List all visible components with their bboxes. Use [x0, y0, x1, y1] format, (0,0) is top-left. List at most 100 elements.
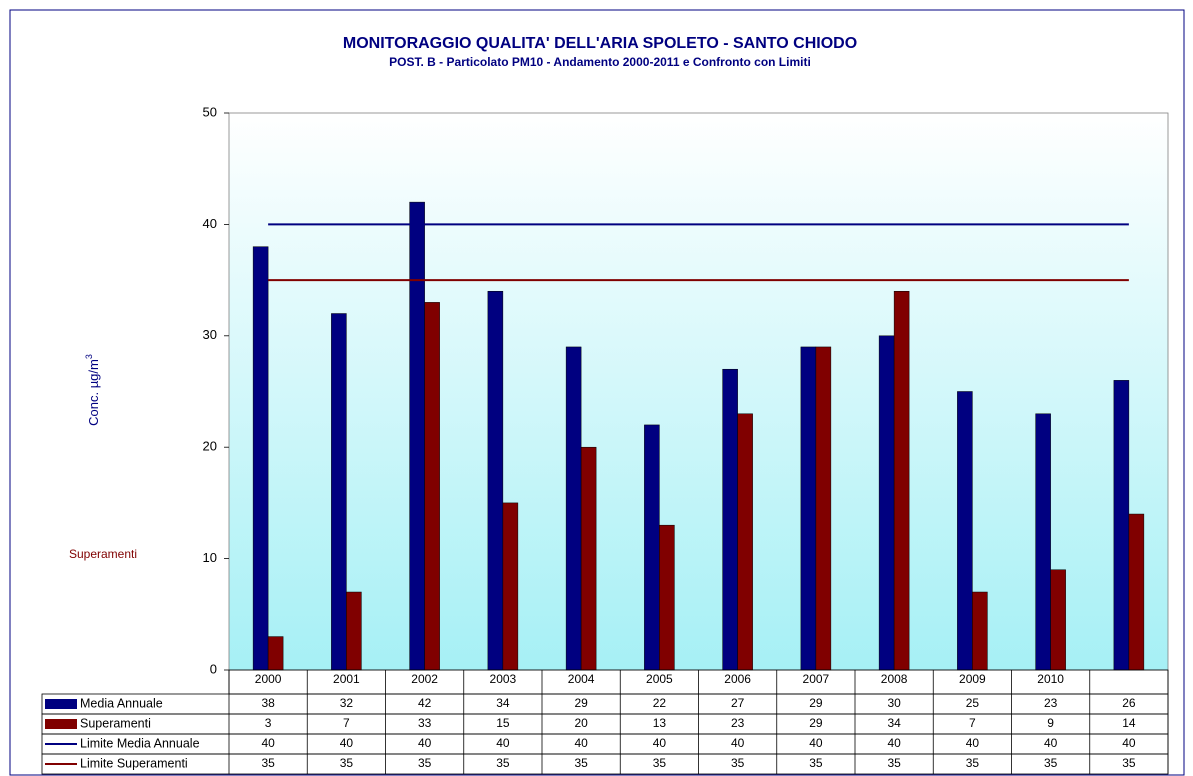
x-tick-label: 2002	[411, 672, 438, 686]
bar	[487, 290, 504, 671]
bar	[252, 246, 269, 671]
bar	[424, 302, 440, 671]
y-tick-label: 20	[203, 439, 217, 454]
x-tick-label: 2004	[568, 672, 595, 686]
table-value: 9	[1047, 716, 1054, 730]
y-axis-label-text: Conc. µg/m	[86, 359, 101, 426]
table-value: 23	[1044, 696, 1058, 710]
table-value: 22	[653, 696, 667, 710]
bar	[893, 290, 910, 671]
bar	[957, 391, 973, 671]
table-value: 40	[340, 736, 354, 750]
table-value: 35	[1122, 756, 1136, 770]
legend-label: Limite Media Annuale	[80, 736, 200, 750]
x-tick-label: 2001	[333, 672, 360, 686]
table-value: 7	[343, 716, 350, 730]
x-tick-label: 2010	[1037, 672, 1064, 686]
chart-subtitle: POST. B - Particolato PM10 - Andamento 2…	[389, 55, 811, 69]
table-value: 40	[653, 736, 667, 750]
table-row	[41, 753, 1169, 775]
y-tick-label: 30	[203, 327, 217, 342]
x-tick-label: 2005	[646, 672, 673, 686]
x-tick-label: 2003	[490, 672, 517, 686]
table-value: 35	[340, 756, 354, 770]
table-value: 40	[1122, 736, 1136, 750]
x-tick-label: 2006	[724, 672, 751, 686]
x-tick-label: 2009	[959, 672, 986, 686]
table-value: 26	[1122, 696, 1136, 710]
table-value: 40	[1044, 736, 1058, 750]
table-row	[41, 713, 1169, 735]
table-value: 35	[574, 756, 588, 770]
table-value: 23	[731, 716, 745, 730]
table-value: 35	[1044, 756, 1058, 770]
table-value: 30	[887, 696, 901, 710]
table-value: 40	[418, 736, 432, 750]
table-value: 34	[887, 716, 901, 730]
table-value: 35	[731, 756, 745, 770]
table-value: 7	[969, 716, 976, 730]
y-tick-label: 40	[203, 216, 217, 231]
table-value: 40	[496, 736, 510, 750]
bar	[972, 591, 988, 671]
table-value: 29	[809, 716, 823, 730]
plot-area	[228, 112, 1169, 671]
y-tick-label: 10	[203, 550, 217, 565]
table-value: 20	[574, 716, 588, 730]
table-value: 29	[574, 696, 588, 710]
bar	[565, 346, 582, 671]
table-value: 42	[418, 696, 432, 710]
bar	[659, 524, 675, 671]
table-value: 40	[887, 736, 901, 750]
table-row	[41, 733, 1169, 755]
bar	[644, 424, 660, 671]
y-tick-label: 0	[210, 661, 217, 676]
bar	[722, 368, 738, 671]
table-value: 40	[809, 736, 823, 750]
table-value: 35	[653, 756, 667, 770]
table-value: 35	[496, 756, 510, 770]
table-value: 35	[261, 756, 275, 770]
table-value: 40	[574, 736, 588, 750]
table-value: 15	[496, 716, 510, 730]
legend-swatch	[45, 719, 77, 729]
bar	[580, 446, 597, 671]
bar	[502, 502, 519, 671]
table-value: 33	[418, 716, 432, 730]
legend-label: Media Annuale	[80, 696, 163, 710]
table-value: 29	[809, 696, 823, 710]
y-axis-label: Conc. µg/m3	[84, 354, 101, 426]
chart-title: MONITORAGGIO QUALITA' DELL'ARIA SPOLETO …	[343, 35, 857, 52]
table-value: 38	[261, 696, 275, 710]
bar	[1050, 569, 1066, 671]
bar	[800, 346, 817, 671]
bar	[815, 346, 832, 671]
bar	[331, 313, 347, 671]
bar	[267, 636, 284, 671]
bar	[346, 591, 362, 671]
bar	[409, 201, 425, 671]
table-value: 14	[1122, 716, 1136, 730]
y-tick-label: 50	[203, 104, 217, 119]
chart-border	[9, 9, 1185, 776]
table-value: 35	[809, 756, 823, 770]
annotation: Superamenti	[69, 547, 137, 561]
table-value: 35	[887, 756, 901, 770]
bar	[1113, 380, 1130, 671]
table-value: 32	[340, 696, 354, 710]
table-value: 40	[261, 736, 275, 750]
table-value: 34	[496, 696, 510, 710]
table-value: 40	[966, 736, 980, 750]
legend-label: Limite Superamenti	[80, 756, 188, 770]
table-value: 40	[731, 736, 745, 750]
bar	[1128, 513, 1145, 671]
legend-label: Superamenti	[80, 716, 151, 730]
table-row	[41, 693, 1169, 715]
bar	[878, 335, 895, 671]
legend-swatch	[45, 699, 77, 709]
x-tick-label: 2000	[255, 672, 282, 686]
table-value: 13	[653, 716, 667, 730]
bar	[1035, 413, 1051, 671]
y-axis-label-sup: 3	[84, 354, 94, 359]
